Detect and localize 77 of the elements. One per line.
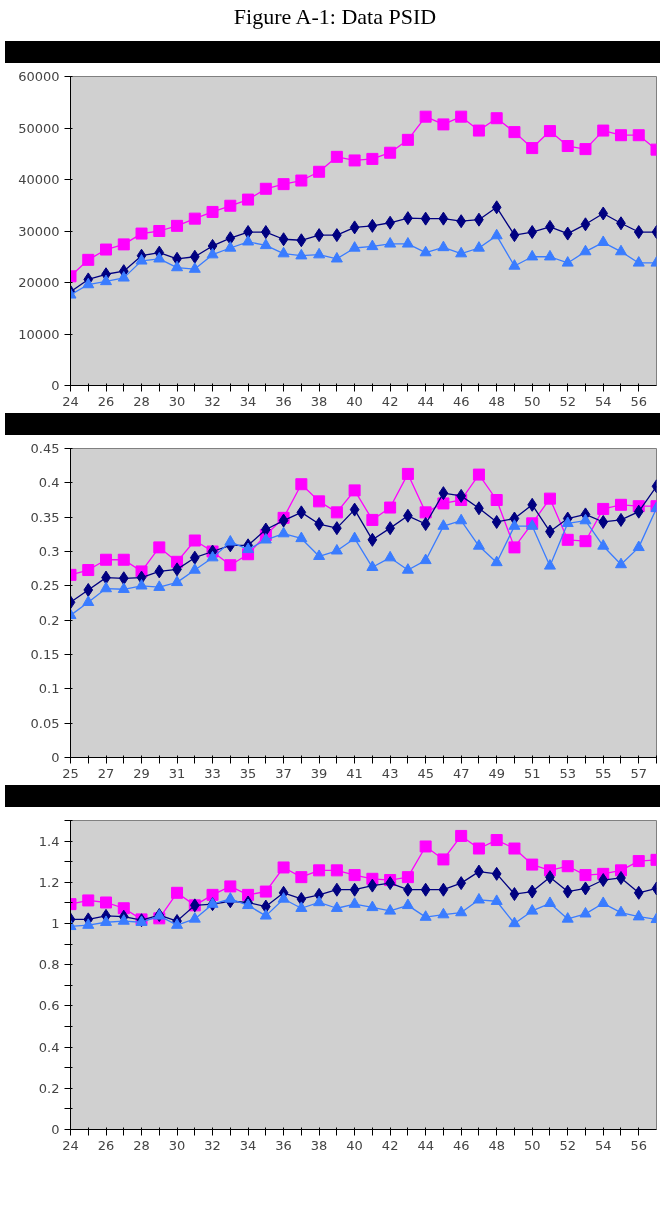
x-tick-label: 30 (168, 1137, 186, 1153)
y-tick-label: 40000 (18, 172, 60, 187)
x-tick-label: 26 (97, 1137, 115, 1153)
x-tick-label: 47 (452, 765, 470, 781)
x-tick-label: 37 (275, 765, 292, 781)
y-tick-label: 20000 (18, 275, 60, 290)
y-tick-label: 60000 (18, 69, 60, 84)
x-tick-label: 40 (346, 393, 363, 409)
x-tick-label: 44 (417, 1137, 434, 1153)
x-tick-label: 49 (488, 765, 505, 781)
x-tick-label: 30 (168, 393, 186, 409)
y-tick-label: 0.3 (38, 544, 60, 559)
y-tick-label: 0.2 (38, 1080, 60, 1096)
x-tick-label: 43 (381, 765, 399, 781)
y-tick-label: 0.2 (38, 612, 60, 628)
x-tick-label: 31 (168, 765, 186, 781)
x-tick-label: 45 (417, 765, 434, 781)
x-tick-label: 40 (346, 1137, 363, 1153)
x-tick-label: 57 (630, 765, 648, 781)
y-tick-label: 0.15 (30, 647, 60, 662)
x-tick-label: 32 (204, 1137, 221, 1153)
y-tick-label: 0.35 (30, 509, 60, 525)
x-tick-label: 28 (133, 1137, 150, 1153)
x-tick-label: 56 (630, 393, 648, 409)
x-tick-label: 42 (381, 393, 399, 409)
x-tick-label: 53 (559, 765, 576, 781)
x-tick-label: 38 (310, 1137, 328, 1153)
x-tick-label: 34 (239, 1137, 257, 1153)
x-tick-label: 34 (239, 393, 257, 409)
y-tick-label: 0.25 (30, 578, 60, 594)
y-tick-label: 0.4 (38, 1039, 60, 1055)
chart-title: Figure A-1: Data PSID (233, 4, 437, 29)
y-tick-label: 1.4 (38, 833, 60, 849)
x-tick-label: 39 (310, 765, 328, 781)
x-tick-label: 36 (275, 1137, 292, 1153)
y-tick-label: 0 (51, 750, 60, 765)
x-tick-label: 24 (62, 1137, 79, 1153)
x-tick-label: 48 (488, 1137, 505, 1153)
x-tick-label: 46 (452, 1137, 470, 1153)
x-tick-label: 27 (97, 765, 115, 781)
x-tick-label: 52 (559, 1137, 576, 1153)
x-tick-label: 24 (62, 393, 79, 409)
y-tick-label: 1.2 (38, 874, 60, 890)
x-tick-label: 41 (346, 765, 363, 781)
y-tick-label: 0.6 (38, 998, 60, 1014)
y-tick-label: 0.8 (38, 957, 60, 973)
y-tick-label: 30000 (18, 223, 60, 239)
x-tick-label: 50 (523, 393, 541, 409)
y-tick-label: 0.4 (38, 475, 60, 491)
x-tick-label: 28 (133, 393, 150, 409)
y-tick-label: 0 (51, 1122, 60, 1137)
y-tick-label: 0.05 (30, 715, 60, 731)
x-tick-label: 51 (523, 765, 541, 781)
y-tick-label: 0 (51, 378, 60, 393)
x-tick-label: 55 (594, 765, 612, 781)
y-tick-label: 1 (51, 916, 60, 931)
y-tick-label: 50000 (18, 120, 60, 136)
x-tick-label: 50 (523, 1137, 541, 1153)
y-tick-label: 0.45 (30, 441, 60, 456)
x-tick-label: 56 (630, 1137, 648, 1153)
x-tick-label: 29 (133, 765, 150, 781)
x-tick-label: 33 (204, 765, 221, 781)
x-tick-label: 38 (310, 393, 328, 409)
x-tick-label: 25 (62, 765, 79, 781)
x-tick-label: 48 (488, 393, 505, 409)
x-tick-label: 26 (97, 393, 115, 409)
x-tick-label: 52 (559, 393, 576, 409)
x-tick-label: 42 (381, 1137, 399, 1153)
x-tick-label: 36 (275, 393, 292, 409)
x-tick-label: 35 (239, 765, 257, 781)
x-tick-label: 46 (452, 393, 470, 409)
y-tick-label: 10000 (18, 326, 60, 342)
x-tick-label: 44 (417, 393, 434, 409)
x-tick-label: 32 (204, 393, 221, 409)
y-tick-label: 0.1 (38, 681, 60, 697)
x-tick-label: 54 (594, 1137, 612, 1153)
x-tick-label: 54 (594, 393, 612, 409)
